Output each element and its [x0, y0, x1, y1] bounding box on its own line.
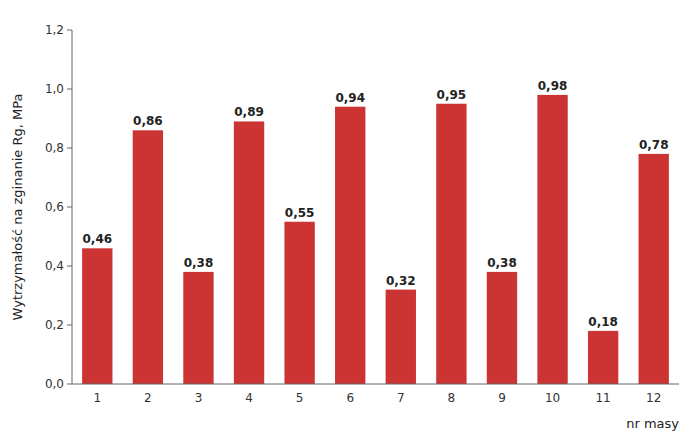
data-label: 0,98	[538, 79, 568, 93]
bar	[133, 130, 163, 384]
y-tick-label: 1,2	[45, 23, 64, 37]
data-label: 0,78	[639, 138, 669, 152]
y-tick	[67, 266, 72, 267]
x-axis-label: nr masy	[626, 416, 679, 431]
bar	[183, 272, 213, 384]
y-tick-label: 0,6	[45, 200, 64, 214]
bar	[537, 95, 567, 384]
data-label: 0,32	[386, 274, 416, 288]
x-tick-label: 3	[195, 391, 203, 405]
bar	[639, 154, 669, 384]
chart: 0,0 0,2 0,4 0,6 0,8 1,0 1,2 0,46 0,86 0,38 0,89 0,5…	[0, 0, 699, 446]
y-axis-line	[72, 30, 73, 384]
bar	[234, 121, 264, 384]
y-tick-label: 1,0	[45, 82, 64, 96]
x-tick-label: 10	[545, 391, 560, 405]
x-tick-label: 8	[448, 391, 456, 405]
data-label: 0,94	[335, 91, 365, 105]
y-tick	[67, 148, 72, 149]
bar	[284, 222, 314, 384]
y-tick-label: 0,8	[45, 141, 64, 155]
x-axis: 123456789101112	[93, 391, 661, 405]
y-tick	[67, 89, 72, 90]
y-tick-label: 0,0	[45, 377, 64, 391]
x-tick-label: 9	[498, 391, 506, 405]
bar	[436, 104, 466, 384]
x-tick-label: 7	[397, 391, 405, 405]
data-label: 0,38	[184, 256, 214, 270]
y-axis-label: Wytrzymałość na zginanie Rg, MPa	[10, 94, 25, 321]
x-tick-label: 2	[144, 391, 152, 405]
bar	[386, 290, 416, 384]
y-axis: 0,0 0,2 0,4 0,6 0,8 1,0 1,2	[45, 23, 72, 391]
x-tick-label: 12	[646, 391, 661, 405]
bar	[335, 107, 365, 384]
bar	[82, 248, 112, 384]
data-label: 0,95	[437, 88, 467, 102]
y-tick-label: 0,2	[45, 318, 64, 332]
x-axis-line	[72, 384, 679, 385]
bars	[82, 95, 669, 384]
data-label: 0,18	[588, 315, 618, 329]
y-tick-label: 0,4	[45, 259, 64, 273]
data-label: 0,89	[234, 105, 264, 119]
y-tick	[67, 384, 72, 385]
bar	[487, 272, 517, 384]
data-label: 0,38	[487, 256, 517, 270]
data-label: 0,86	[133, 114, 163, 128]
data-labels: 0,46 0,86 0,38 0,89 0,55 0,94 0,32 0,95 0,38 0,98…	[82, 79, 668, 329]
bar	[588, 331, 618, 384]
x-tick-label: 6	[346, 391, 354, 405]
x-tick-label: 4	[245, 391, 253, 405]
x-tick-label: 5	[296, 391, 304, 405]
y-tick	[67, 30, 72, 31]
y-tick	[67, 207, 72, 208]
x-tick-label: 1	[93, 391, 101, 405]
y-tick	[67, 325, 72, 326]
x-tick-label: 11	[595, 391, 610, 405]
data-label: 0,46	[82, 232, 112, 246]
data-label: 0,55	[285, 206, 315, 220]
